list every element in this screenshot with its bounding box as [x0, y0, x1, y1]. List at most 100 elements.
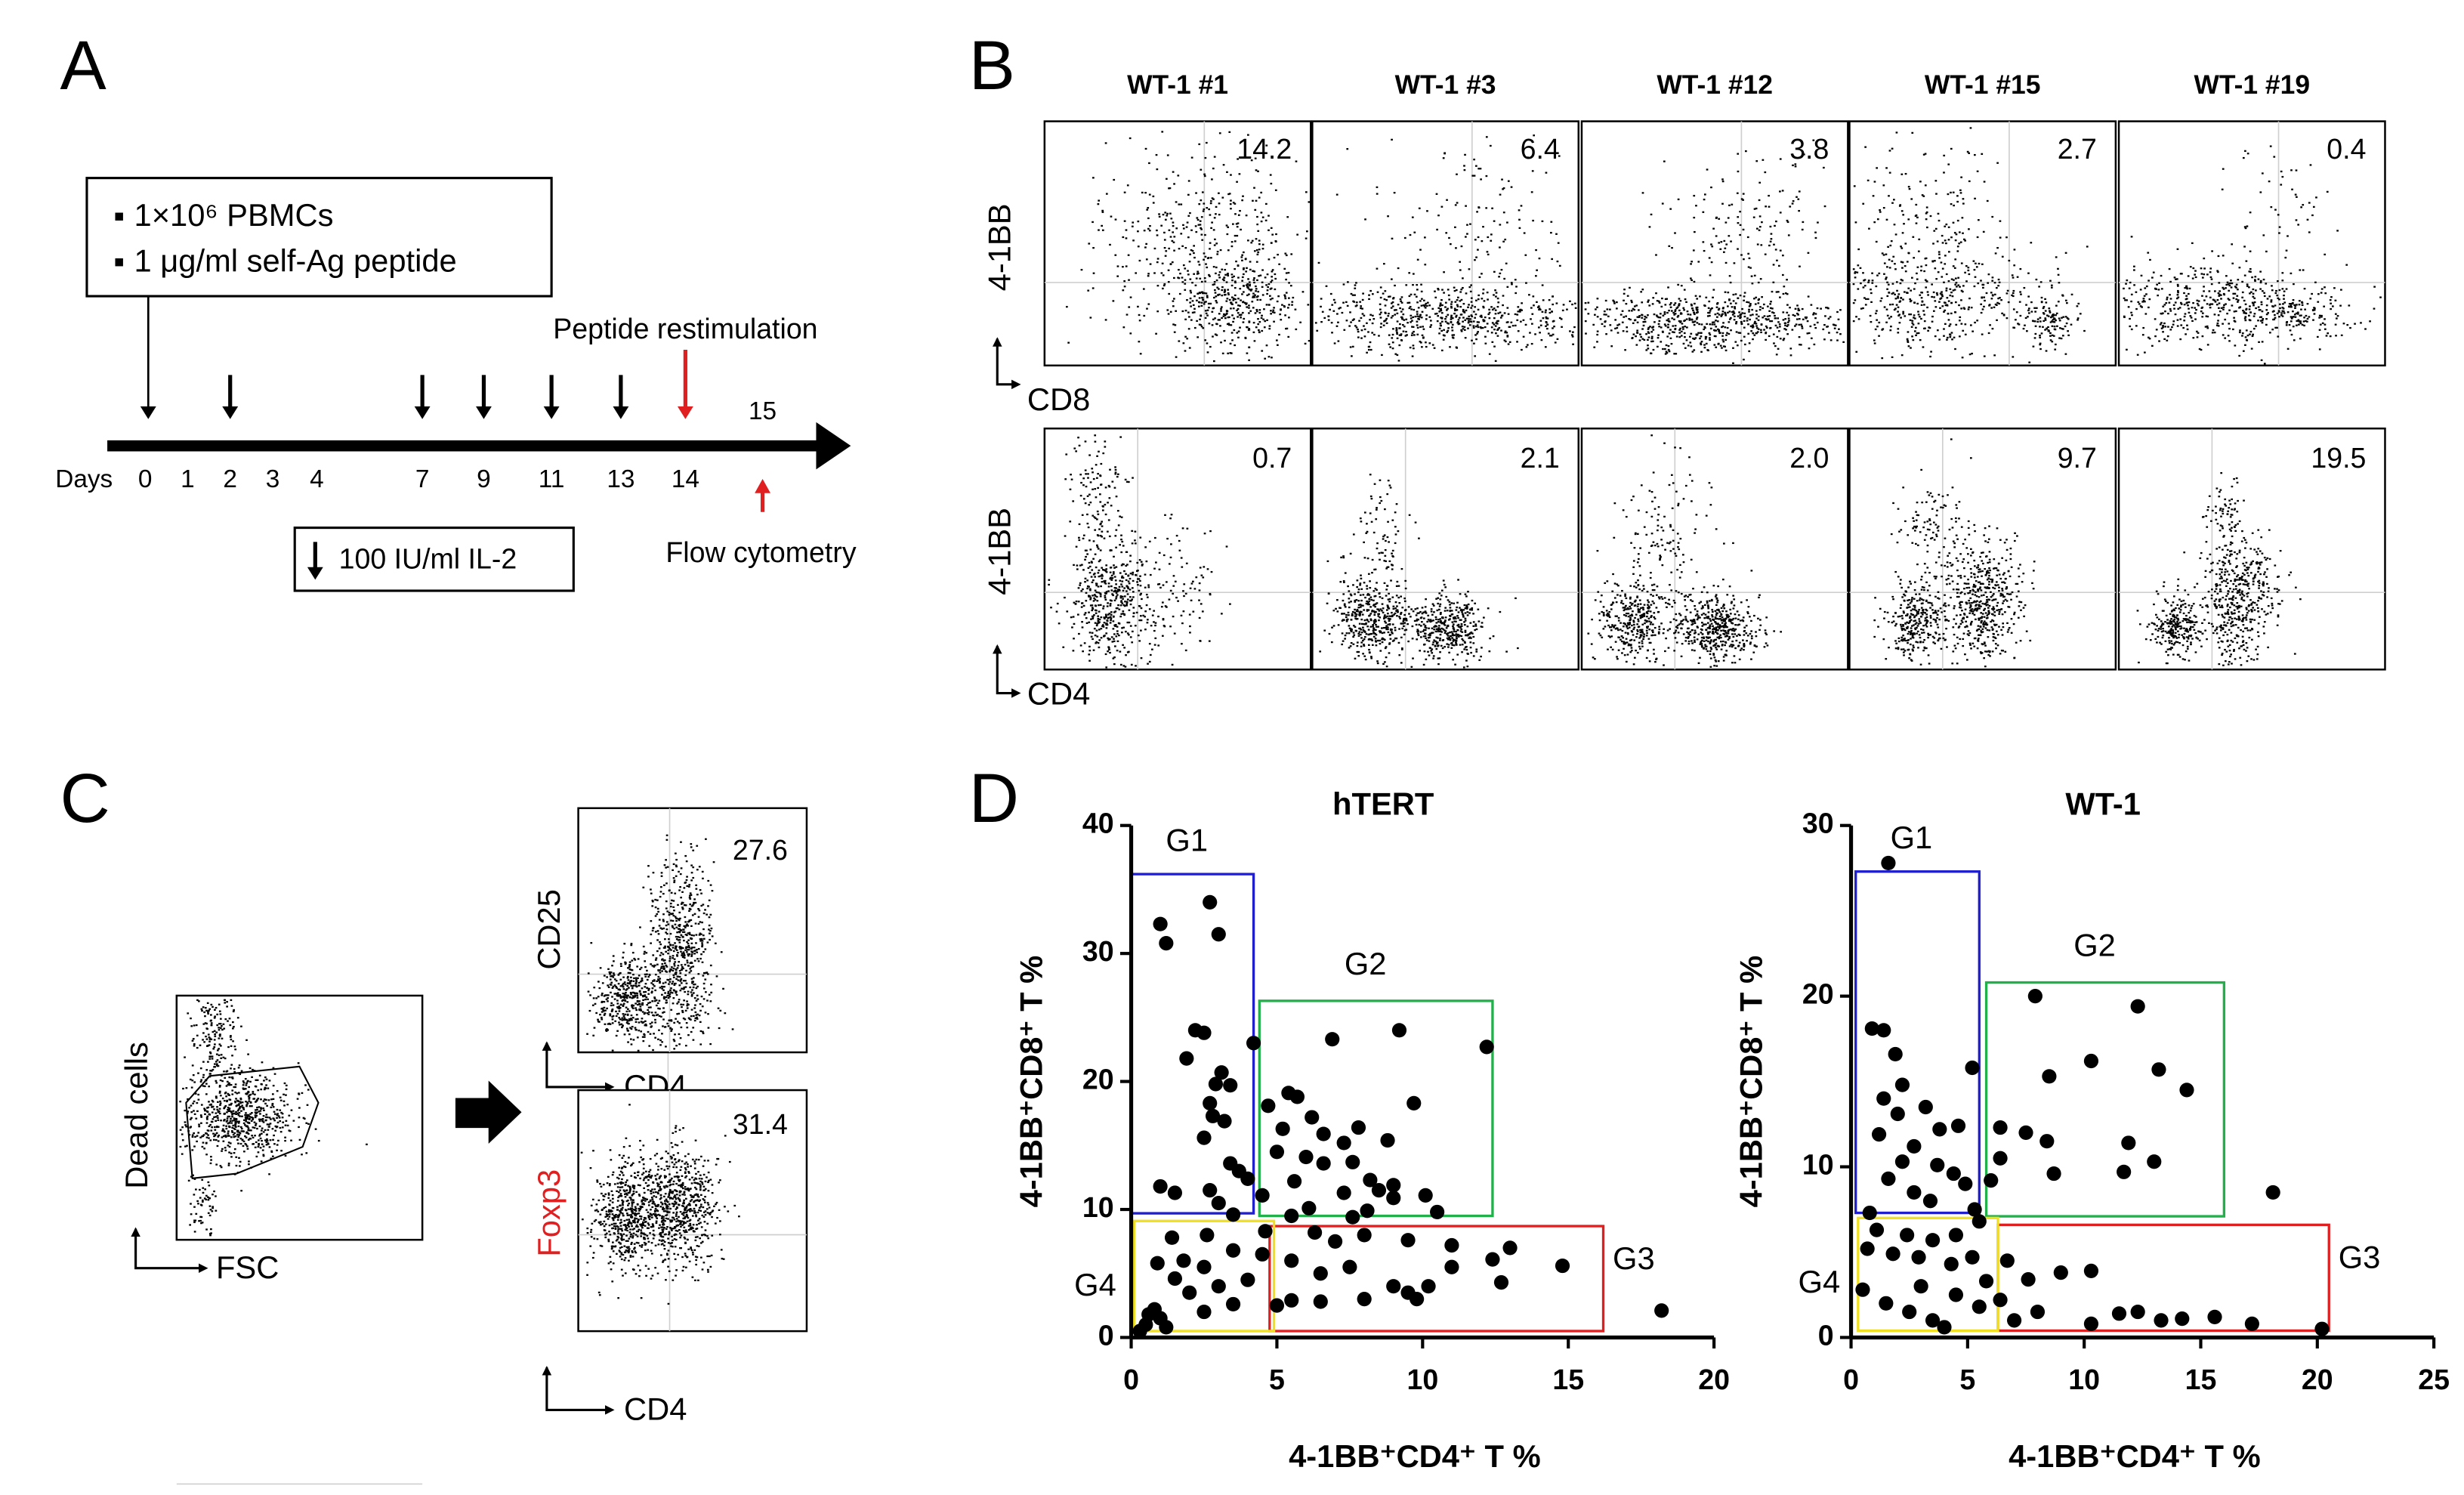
flow-event [1439, 324, 1442, 326]
flow-event [1168, 563, 1171, 565]
flow-event [1168, 247, 1171, 250]
flow-event [1493, 220, 1496, 222]
flow-event [1452, 625, 1454, 628]
flow-event [1634, 616, 1636, 619]
flow-plot-frame [1043, 427, 1312, 671]
flow-event [1456, 629, 1459, 632]
flow-event [1555, 233, 1558, 235]
flow-event [1734, 624, 1737, 626]
flow-event [1341, 311, 1344, 314]
flow-event [1669, 208, 1672, 210]
flow-event [1369, 319, 1371, 321]
flow-event [1517, 330, 1520, 332]
flow-event [1221, 286, 1224, 289]
flow-event [1115, 583, 1117, 585]
flow-event [1383, 582, 1386, 585]
flow-event [1162, 274, 1165, 276]
flow-event [1650, 593, 1652, 596]
flow-event [1348, 598, 1351, 600]
flow-event [1449, 346, 1451, 348]
flow-event [1632, 322, 1635, 324]
flow-event [1728, 235, 1731, 237]
flow-event [1653, 508, 1657, 510]
flow-event [1384, 548, 1387, 551]
flow-event [1533, 304, 1535, 307]
flow-event [1257, 170, 1259, 172]
flow-event [1645, 656, 1648, 659]
flow-event [1098, 575, 1101, 578]
flow-event [1110, 585, 1113, 588]
flow-event [1366, 609, 1369, 611]
flow-event [1643, 588, 1645, 590]
flow-event [1472, 655, 1475, 657]
flow-event [1695, 318, 1698, 320]
flow-event [1200, 603, 1203, 605]
flow-event [1450, 321, 1453, 324]
flow-event [1181, 276, 1184, 279]
flow-event [1108, 648, 1110, 651]
flow-event [1603, 325, 1606, 328]
flow-event [1675, 641, 1678, 644]
flow-event [1339, 581, 1342, 583]
flow-event [1764, 171, 1767, 174]
flow-event [1715, 346, 1718, 348]
flow-event [1431, 627, 1434, 629]
flow-event [1456, 173, 1458, 175]
flow-event [1833, 327, 1836, 329]
flow-event [1096, 544, 1098, 546]
flow-event [1092, 272, 1095, 274]
flow-event [1452, 638, 1455, 641]
arrow-head [755, 478, 770, 493]
flow-event [1225, 281, 1228, 283]
flow-event [1380, 311, 1382, 314]
flow-event [1379, 303, 1382, 305]
flow-event [1366, 588, 1369, 590]
flow-event [1626, 295, 1629, 297]
flow-event [1651, 623, 1654, 625]
flow-event [1771, 290, 1774, 293]
flow-event [1379, 558, 1381, 561]
flow-event [1707, 606, 1709, 608]
flow-event [1351, 294, 1354, 296]
flow-event [1755, 296, 1758, 298]
flow-event [1108, 638, 1111, 641]
flow-event [1779, 212, 1782, 214]
flow-event [1250, 242, 1253, 244]
flow-event [1382, 263, 1385, 265]
flow-event [1650, 533, 1653, 535]
flow-event [1650, 634, 1653, 637]
flow-event [1714, 659, 1717, 662]
flow-event [1644, 619, 1647, 622]
flow-event [1091, 581, 1094, 583]
flow-event [1237, 316, 1239, 318]
flow-event [1115, 607, 1118, 610]
flow-event [1673, 318, 1675, 320]
flow-event [1646, 627, 1649, 629]
flow-event [1657, 596, 1660, 598]
flow-event [1483, 320, 1486, 323]
flow-event [1363, 335, 1366, 338]
flow-event [1675, 629, 1678, 632]
flow-event [1478, 659, 1481, 662]
flow-event [1454, 663, 1456, 666]
flow-event [1129, 577, 1132, 580]
flow-event [1094, 598, 1097, 601]
flow-event [1252, 270, 1254, 272]
flow-event [1206, 207, 1209, 209]
flow-event [1518, 209, 1521, 212]
flow-event [1748, 305, 1751, 307]
flow-event [1281, 304, 1283, 306]
flow-event [1594, 599, 1597, 601]
flow-event [1374, 568, 1377, 570]
flow-event [1238, 173, 1241, 175]
flow-event [1109, 549, 1112, 551]
flow-event [1444, 632, 1447, 634]
flow-event [1612, 573, 1614, 576]
flow-event [1465, 595, 1468, 598]
flow-event [1896, 289, 1898, 292]
flow-event [1941, 242, 1944, 244]
flow-event [1247, 134, 1249, 136]
flow-event [1691, 649, 1694, 651]
flow-event [1646, 611, 1648, 613]
flow-event [1709, 657, 1712, 659]
